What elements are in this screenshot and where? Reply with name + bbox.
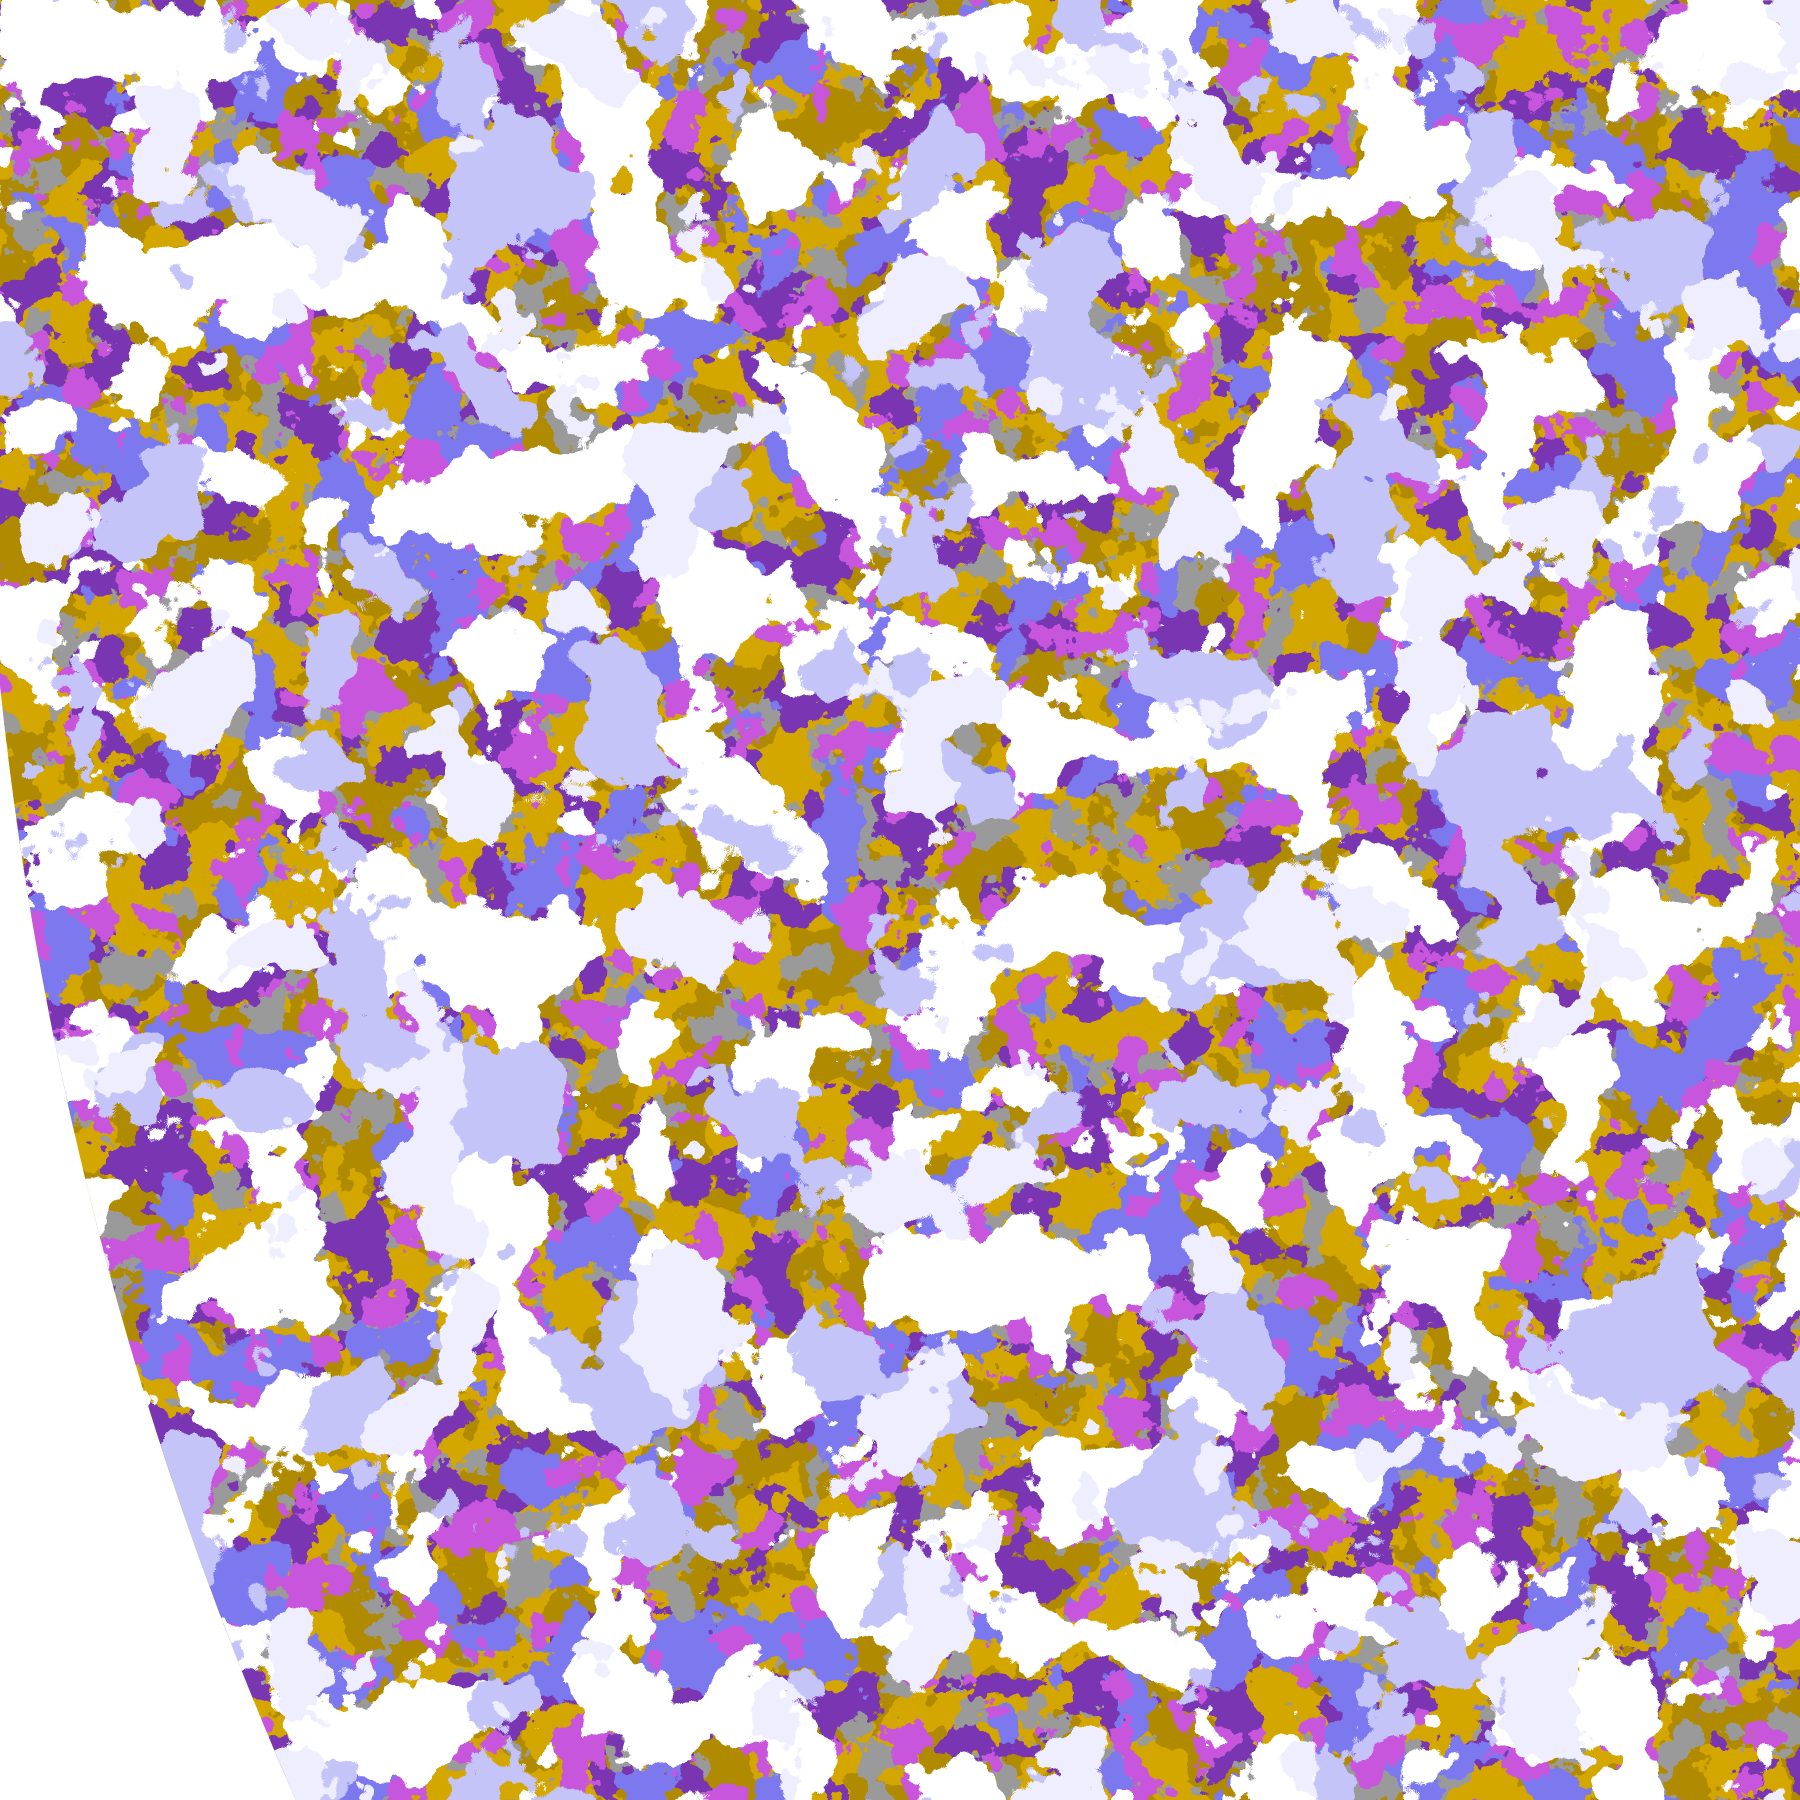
earth-disc: [0, 0, 1800, 1800]
lavender-layer: [0, 0, 1800, 1800]
satellite-image: [0, 0, 1800, 1800]
